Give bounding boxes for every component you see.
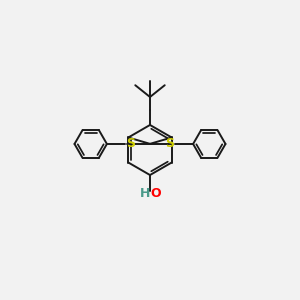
Text: S: S xyxy=(126,137,135,151)
Text: H: H xyxy=(140,187,150,200)
Text: O: O xyxy=(150,187,160,200)
Text: S: S xyxy=(165,137,174,151)
